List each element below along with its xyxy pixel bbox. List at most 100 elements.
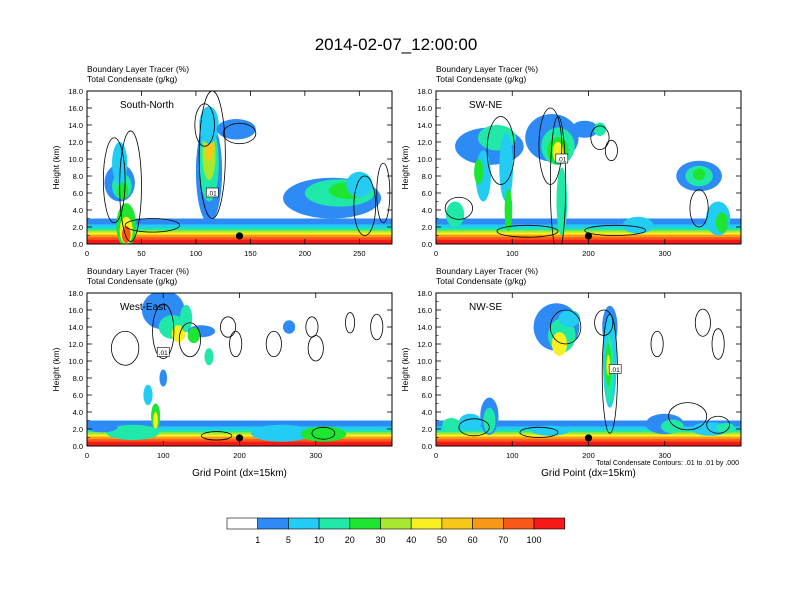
y-tick-label: 14.0: [417, 121, 432, 130]
condensate-contour: [486, 116, 515, 185]
tracer-region: [442, 417, 461, 432]
contour-footnote: Total Condensate Contours: .01 to .01 by…: [596, 460, 739, 467]
tracer-band: [87, 239, 392, 244]
x-tick-label: 100: [506, 451, 519, 460]
x-tick-label: 100: [506, 249, 519, 258]
panel-direction-label: SW-NE: [469, 100, 502, 111]
condensate-contour: [668, 402, 708, 431]
location-marker: [584, 434, 593, 442]
y-tick-label: 12.0: [68, 138, 83, 147]
y-axis-label: Height (km): [400, 145, 410, 189]
colorbar-label: 100: [526, 535, 541, 545]
y-axis-label: Height (km): [400, 347, 410, 391]
condensate-contour: [265, 330, 282, 358]
tracer-region: [692, 168, 706, 181]
y-tick-label: 16.0: [68, 104, 83, 113]
panel-nw-se: .01 0.0 2.0 4.0 6.0 8.0 10.0 12.0 14.0 16.0 18.0 0 1…: [400, 266, 742, 479]
tracer-region: [187, 327, 200, 344]
y-tick-label: 4.0: [422, 206, 432, 215]
x-tick-label: 0: [434, 249, 438, 258]
condensate-contour: [370, 313, 384, 341]
y-tick-label: 18.0: [417, 87, 432, 96]
y-tick-label: 4.0: [73, 408, 83, 417]
tracer-region: [593, 122, 607, 137]
tracer-region: [282, 320, 296, 334]
condensate-contour: [178, 322, 202, 358]
y-axis-label: Height (km): [51, 145, 61, 189]
colorbar-swatch: [349, 517, 381, 530]
x-tick-label: 50: [137, 249, 145, 258]
condensate-contour: [222, 122, 257, 145]
panel-title-condensate: Total Condensate (g/kg): [436, 276, 526, 286]
y-tick-label: 10.0: [417, 357, 432, 366]
colorbar-label: 20: [345, 535, 355, 545]
contour-label-box: [555, 153, 569, 164]
tracer-region: [87, 422, 118, 433]
panel-direction-label: South-North: [120, 100, 174, 111]
y-tick-label: 8.0: [73, 172, 83, 181]
condensate-contour: [345, 312, 356, 334]
tracer-region: [622, 216, 654, 234]
tracer-region: [159, 369, 168, 387]
y-tick-label: 4.0: [73, 206, 83, 215]
x-axis-label: Grid Point (dx=15km): [192, 468, 287, 479]
condensate-contour: [307, 335, 324, 362]
colorbar-label: 5: [286, 535, 291, 545]
colorbar-swatch: [380, 517, 412, 530]
colorbar-swatch: [441, 517, 473, 530]
condensate-contour: [458, 418, 490, 437]
y-tick-label: 10.0: [68, 155, 83, 164]
condensate-contour: [694, 308, 711, 337]
tracer-region: [180, 304, 193, 333]
x-tick-label: 200: [233, 451, 246, 460]
x-tick-label: 150: [244, 249, 257, 258]
panel-sw-ne: .01 0.0 2.0 4.0 6.0 8.0 10.0 12.0 14.0 16.0 18.0 0 1…: [400, 64, 742, 258]
y-tick-label: 0.0: [422, 240, 432, 249]
tracer-region: [106, 424, 160, 441]
tracer-region: [250, 424, 312, 442]
tracer-region: [199, 106, 219, 144]
tracer-region: [715, 212, 729, 233]
y-tick-label: 2.0: [73, 425, 83, 434]
y-tick-label: 0.0: [73, 442, 83, 451]
y-tick-label: 6.0: [422, 391, 432, 400]
tracer-region: [660, 419, 684, 434]
condensate-contour: [689, 189, 709, 228]
x-tick-label: 100: [190, 249, 203, 258]
colorbar-swatch: [226, 517, 259, 530]
tracer-region: [458, 413, 482, 431]
tracer-region: [499, 133, 514, 202]
contour-label-box: [608, 364, 622, 374]
panel-title-condensate: Total Condensate (g/kg): [87, 276, 177, 286]
condensate-contour: [229, 330, 243, 358]
condensate-contour: [496, 224, 559, 238]
tracer-region: [504, 188, 513, 232]
y-tick-label: 14.0: [68, 121, 83, 130]
x-tick-label: 0: [85, 451, 89, 460]
condensate-contour: [444, 196, 473, 220]
y-tick-label: 0.0: [422, 442, 432, 451]
tracer-region: [551, 332, 568, 356]
y-tick-label: 14.0: [68, 323, 83, 332]
tracer-region: [117, 182, 129, 200]
x-tick-label: 250: [353, 249, 366, 258]
condensate-contour: [353, 175, 377, 236]
plot-area: .01: [436, 293, 741, 446]
plot-area: .01: [87, 293, 392, 446]
colorbar-label: 70: [498, 535, 508, 545]
colorbar-swatch: [257, 517, 289, 530]
tracer-region: [112, 142, 128, 185]
panels: .01 0.0 2.0 4.0 6.0 8.0 10.0 12.0 14.0 16.0 18.0 0 5…: [51, 64, 742, 479]
condensate-contour: [584, 224, 647, 236]
colorbar-label: 40: [406, 535, 416, 545]
colorbar-label: 10: [314, 535, 324, 545]
x-tick-label: 200: [299, 249, 312, 258]
y-tick-label: 18.0: [68, 87, 83, 96]
x-tick-label: 200: [582, 451, 595, 460]
y-tick-label: 14.0: [417, 323, 432, 332]
condensate-contour: [706, 415, 730, 434]
tracer-region: [558, 310, 581, 327]
condensate-contour: [200, 431, 233, 441]
condensate-contour: [604, 139, 618, 162]
